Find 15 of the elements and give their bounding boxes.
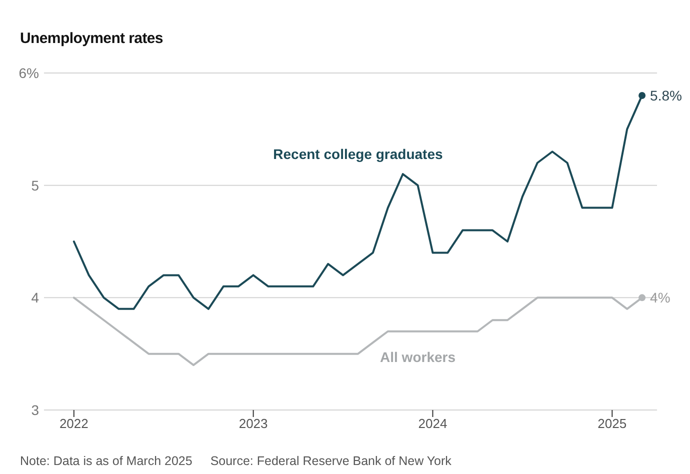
y-tick-label: 6% xyxy=(18,64,39,81)
x-tick-label: 2025 xyxy=(598,416,627,432)
text: Note: Data is as of March 2025 xyxy=(20,454,192,468)
text: Recent college graduates xyxy=(273,146,443,162)
data-label: 4% xyxy=(650,290,670,306)
series-label: All workers xyxy=(380,349,456,366)
y-tick-label: 4 xyxy=(31,290,40,306)
x-tick-label: 2024 xyxy=(418,416,448,432)
chart-title: Unemployment rates xyxy=(20,30,163,47)
y-tick-label: 5 xyxy=(31,177,40,194)
data-label: 5.8% xyxy=(650,87,682,104)
source-note: Source: Federal Reserve Bank of New York xyxy=(210,454,452,468)
y-tick-label: 3 xyxy=(31,402,40,418)
x-tick-label: 2023 xyxy=(238,416,268,432)
x-tick-label: 2022 xyxy=(59,416,88,432)
